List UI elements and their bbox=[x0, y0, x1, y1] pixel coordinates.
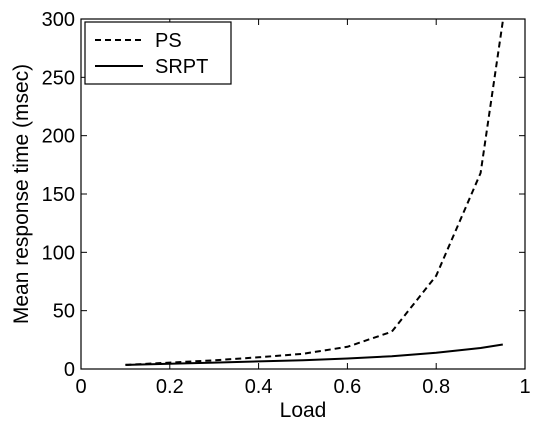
x-tick-label: 0.8 bbox=[422, 376, 450, 398]
x-tick-label: 0.4 bbox=[245, 376, 273, 398]
plot-area-frame bbox=[80, 18, 526, 370]
y-tick-label: 250 bbox=[42, 67, 75, 89]
y-tick-label: 150 bbox=[42, 184, 75, 206]
series-layer bbox=[125, 21, 504, 366]
legend-label-srpt: SRPT bbox=[155, 56, 208, 78]
legend-box bbox=[84, 21, 232, 85]
y-tick-label: 0 bbox=[64, 359, 75, 381]
y-tick-label: 300 bbox=[42, 9, 75, 31]
y-tick-label: 100 bbox=[42, 242, 75, 264]
series-line-srpt bbox=[125, 343, 503, 366]
x-axis-label: Load bbox=[280, 399, 327, 422]
legend-label-ps: PS bbox=[155, 30, 182, 52]
y-tick-label: 200 bbox=[42, 126, 75, 148]
x-tick-label: 0 bbox=[75, 376, 86, 398]
y-tick-label: 50 bbox=[53, 301, 75, 323]
ticks-layer: 0 0.2 0.4 0.6 0.8 1 0 50 100 150 200 250 300 bbox=[42, 9, 531, 398]
y-axis-label: Mean response time (msec) bbox=[10, 64, 33, 324]
series-line-ps bbox=[125, 21, 504, 366]
x-tick-label: 0.2 bbox=[156, 376, 184, 398]
legend: PS SRPT bbox=[84, 21, 232, 85]
x-tick-label: 1 bbox=[519, 376, 530, 398]
x-tick-label: 0.6 bbox=[333, 376, 361, 398]
